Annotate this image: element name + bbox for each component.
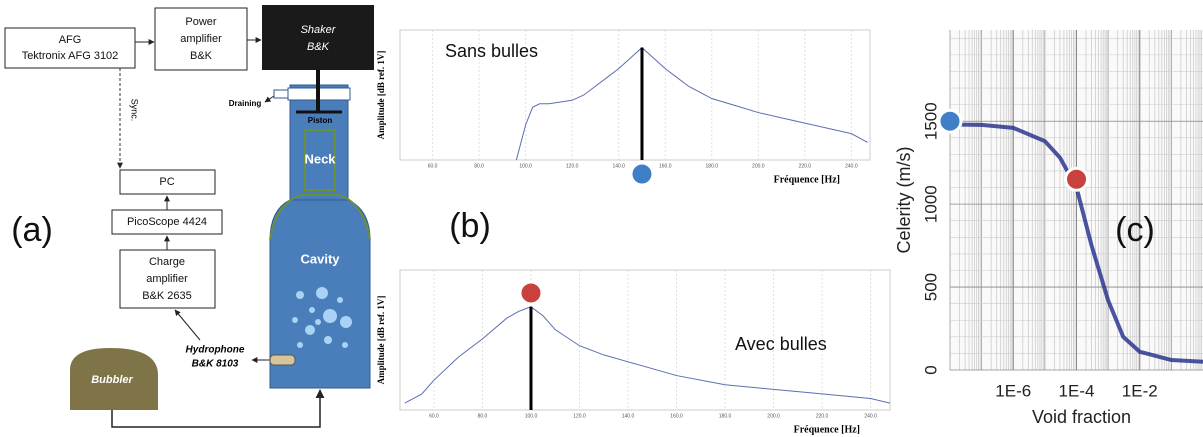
- node-label: Charge: [149, 256, 185, 268]
- node-label: Piston: [308, 116, 333, 125]
- hydrophone: [269, 354, 296, 366]
- marker: [1064, 166, 1089, 192]
- x-tick-label: 1E-6: [995, 381, 1031, 400]
- x-tick-label: 80.0: [474, 163, 484, 169]
- bubbles: [292, 287, 352, 348]
- arrow: [174, 309, 201, 341]
- node-label: PicoScope 4424: [127, 216, 207, 228]
- node-label: B&K 8103: [192, 359, 239, 370]
- x-tick-label: 220.0: [799, 163, 812, 169]
- series-line: [404, 306, 891, 404]
- x-tick-label: 120.0: [566, 163, 579, 169]
- node-label: Shaker: [301, 24, 337, 36]
- x-tick-label: 120.0: [573, 413, 586, 419]
- marker: [937, 108, 963, 134]
- node-label: Power: [185, 16, 217, 28]
- x-tick-label: 1E-2: [1122, 381, 1158, 400]
- edge-label: Sync.: [130, 99, 140, 122]
- x-tick-label: 140.0: [622, 413, 635, 419]
- pc-box: [119, 169, 216, 195]
- plot-area: [399, 29, 871, 161]
- y-axis-label: Amplitude [dB ref. 1V]: [376, 296, 386, 385]
- x-tick-label: 80.0: [478, 413, 488, 419]
- bubbler: [70, 348, 158, 410]
- x-tick-label: 220.0: [816, 413, 829, 419]
- annotation: Avec bulles: [735, 334, 827, 354]
- node-label: Neck: [304, 151, 336, 166]
- node-label: AFG: [59, 34, 82, 46]
- drain-pipe: [273, 89, 289, 99]
- node-label: Bubbler: [91, 374, 133, 386]
- power-amp-box: [154, 7, 248, 71]
- x-axis-label: Fréquence [Hz]: [774, 174, 840, 185]
- x-tick-label: 60.0: [428, 163, 438, 169]
- panel-label: (b): [449, 207, 491, 245]
- marker: [629, 161, 655, 187]
- x-tick-label: 60.0: [429, 413, 439, 419]
- y-axis-label: Celerity (m/s): [894, 147, 914, 254]
- node-label: PC: [159, 176, 174, 188]
- node-label: B&K: [190, 50, 213, 62]
- air-pipe: [111, 389, 325, 428]
- x-tick-label: 100.0: [525, 413, 538, 419]
- node-label: Draining: [229, 99, 262, 108]
- shaker-box: [262, 5, 374, 70]
- x-tick-label: 180.0: [706, 163, 719, 169]
- x-tick-label: 200.0: [752, 163, 765, 169]
- marker: [518, 280, 544, 306]
- x-tick-label: 160.0: [670, 413, 683, 419]
- cavity-outline: [269, 194, 371, 241]
- y-tick-label: 1000: [921, 185, 940, 223]
- x-axis-label: Fréquence [Hz]: [794, 424, 860, 435]
- charts: 60.0 80.0 100.0 120.0 140.0 160.0 180.0 200.0 22…: [376, 29, 1203, 435]
- charge-amp-box: [119, 249, 216, 309]
- x-tick-label: 1E-4: [1059, 381, 1095, 400]
- panel-a: (a) AFG Tektronix AFG 3102 Power amplifi…: [4, 5, 374, 428]
- x-tick-label: 180.0: [719, 413, 732, 419]
- x-tick-label: 240.0: [845, 163, 858, 169]
- node-label: Hydrophone: [186, 345, 245, 356]
- node-label: B&K: [307, 41, 330, 53]
- annotation: Sans bulles: [445, 41, 538, 61]
- node-label: Tektronix AFG 3102: [22, 50, 119, 62]
- y-tick-label: 500: [921, 273, 940, 301]
- arrow: [264, 95, 275, 103]
- y-axis-label: Amplitude [dB ref. 1V]: [376, 51, 386, 140]
- x-tick-label: 200.0: [767, 413, 780, 419]
- x-tick-label: 240.0: [864, 413, 877, 419]
- node-label: amplifier: [146, 273, 188, 285]
- picoscope-box: [111, 209, 223, 235]
- afg-box: [4, 27, 136, 69]
- node-label: B&K 2635: [142, 290, 192, 302]
- panel-label: (c): [1115, 211, 1155, 249]
- y-tick-label: 0: [921, 365, 940, 374]
- series-line: [949, 122, 1203, 364]
- panel-label: (a): [11, 211, 53, 249]
- x-axis-label: Void fraction: [1032, 407, 1131, 427]
- x-tick-label: 140.0: [612, 163, 625, 169]
- node-label: amplifier: [180, 33, 222, 45]
- node-label: Cavity: [300, 251, 340, 266]
- x-tick-label: 160.0: [659, 163, 672, 169]
- neck-outline: [304, 129, 336, 191]
- y-tick-label: 1500: [921, 102, 940, 140]
- x-tick-label: 100.0: [519, 163, 532, 169]
